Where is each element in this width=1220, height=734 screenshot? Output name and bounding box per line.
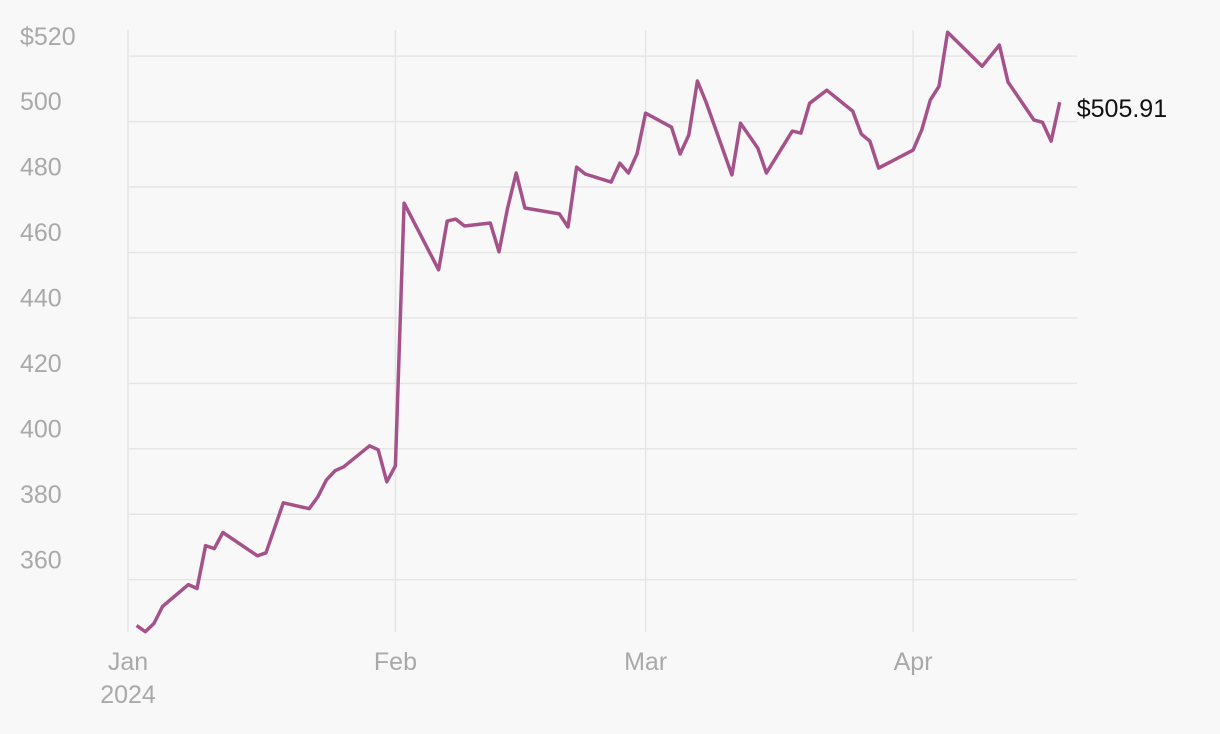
- y-tick-label: 380: [20, 481, 62, 509]
- end-label: $505.91: [1077, 95, 1167, 123]
- x-tick-label: Mar: [624, 648, 668, 676]
- y-tick-label: $520: [20, 23, 76, 51]
- x-tick-label: Jan 2024: [100, 648, 156, 709]
- x-tick-label: Apr: [893, 648, 933, 676]
- y-tick-label: 420: [20, 350, 62, 378]
- y-tick-label: 500: [20, 88, 62, 116]
- y-tick-label: 480: [20, 154, 62, 182]
- x-tick-label: Feb: [373, 648, 417, 676]
- y-tick-label: 360: [20, 546, 62, 574]
- price-line: [135, 30, 1062, 634]
- y-tick-label: 440: [20, 285, 62, 313]
- y-tick-label: 400: [20, 415, 62, 443]
- y-tick-label: 460: [20, 219, 62, 247]
